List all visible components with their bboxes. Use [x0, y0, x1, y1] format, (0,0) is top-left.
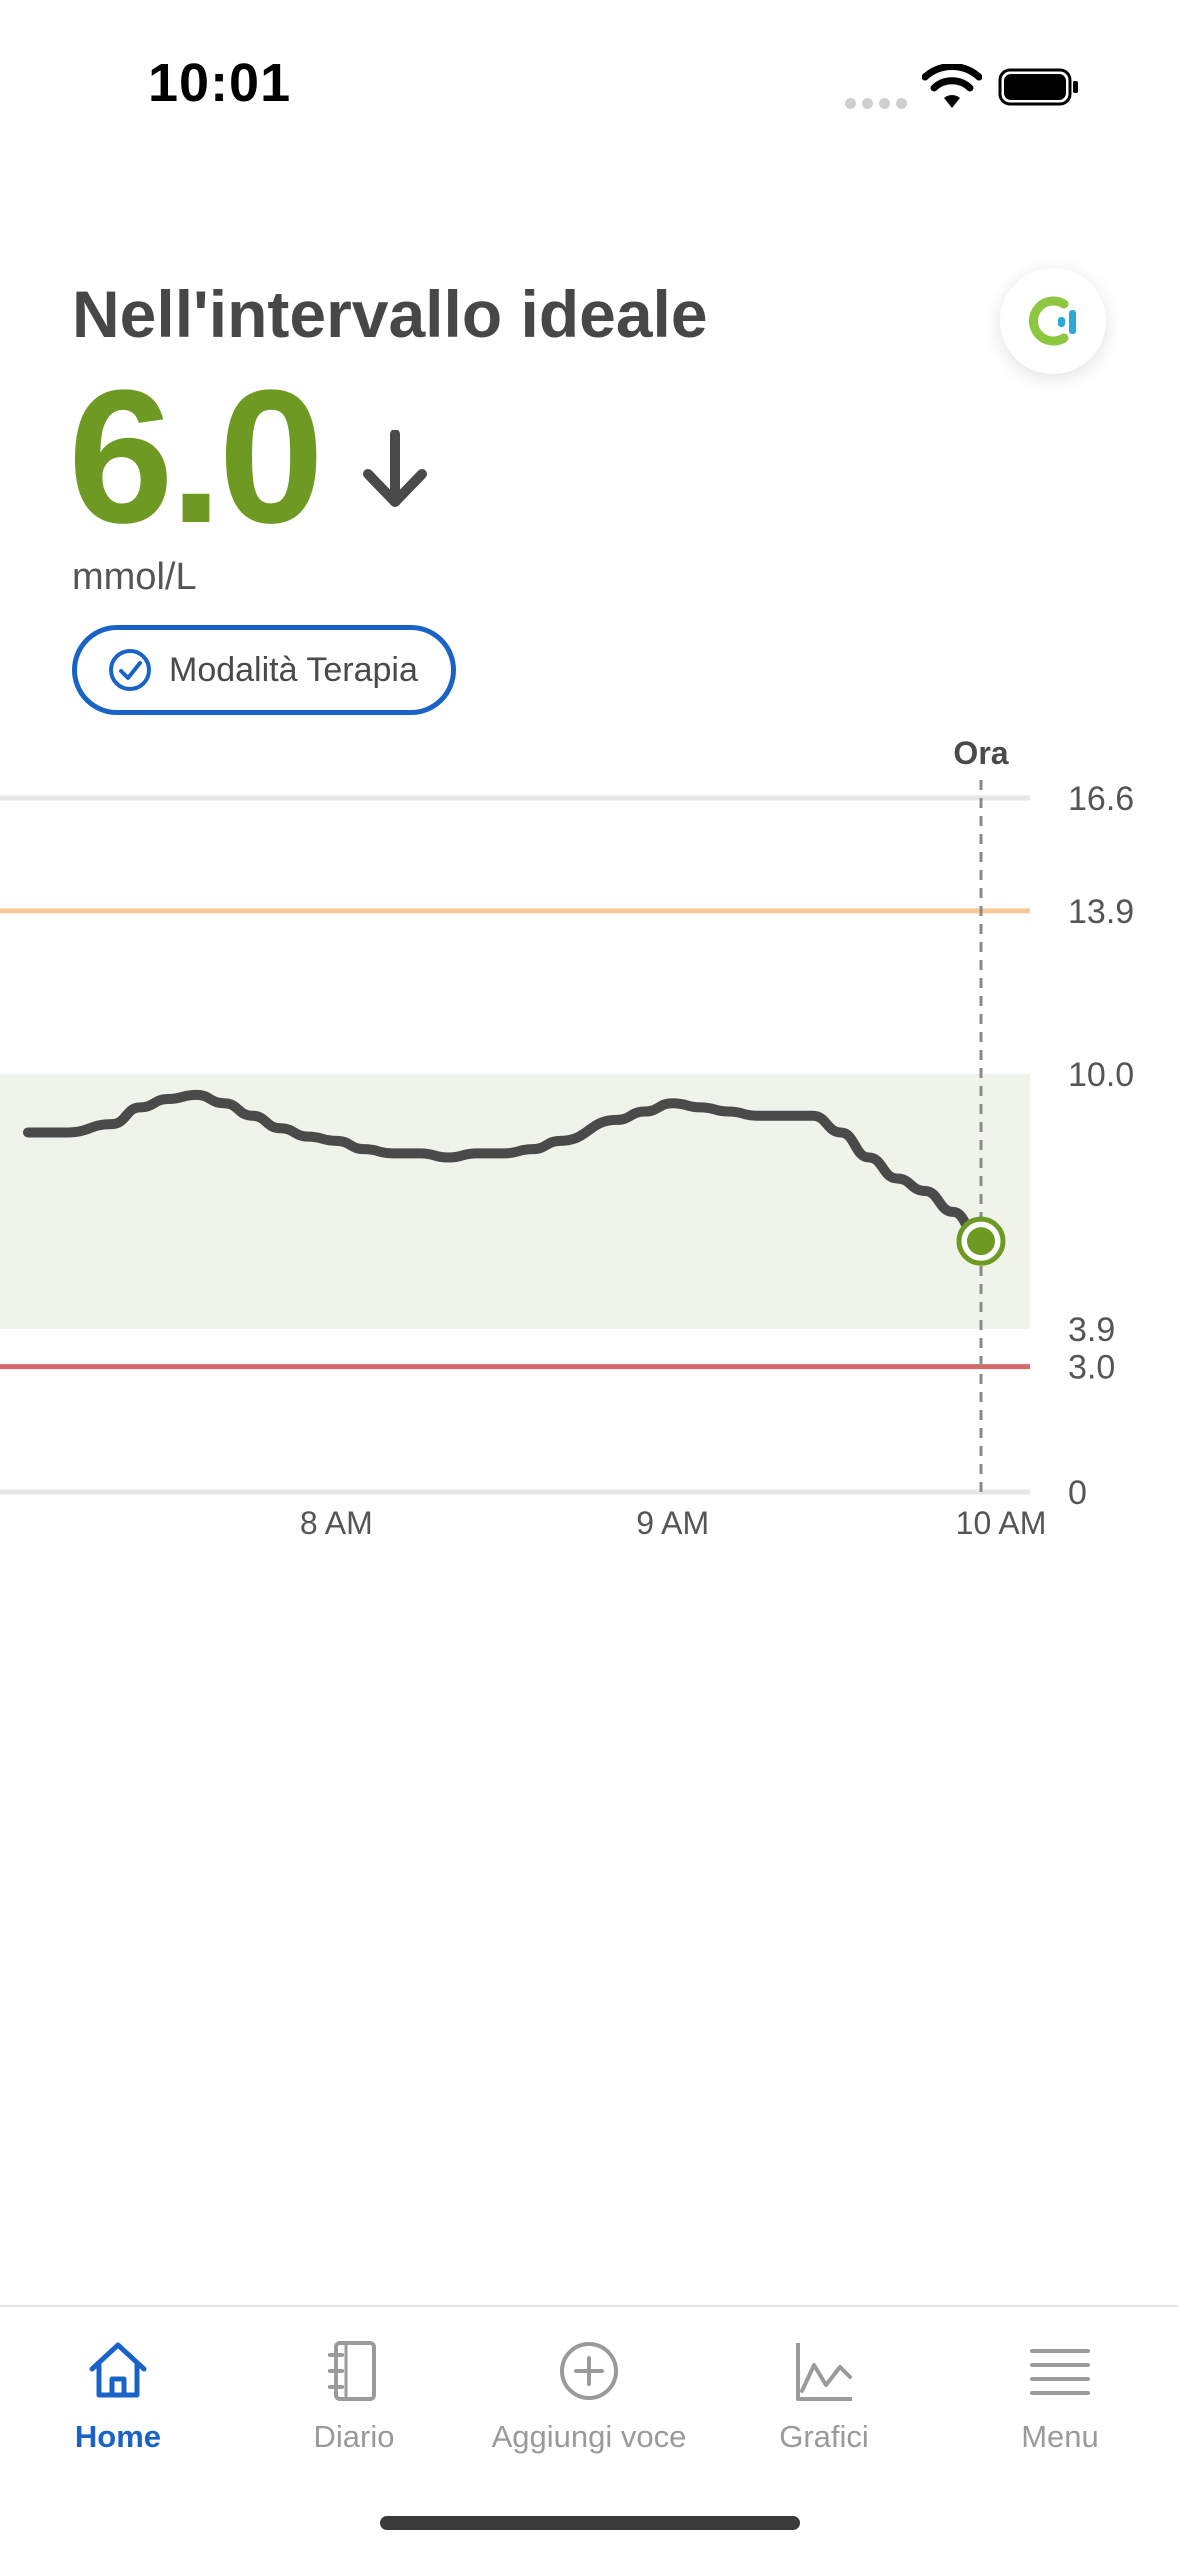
y-tick-label: 13.9 — [1068, 893, 1134, 931]
logbook-icon — [328, 2341, 376, 2401]
x-tick-label: 9 AM — [636, 1505, 709, 1541]
tab-add-entry-label: Aggiungi voce — [491, 2419, 687, 2454]
range-status-title: Nell'intervallo ideale — [72, 277, 708, 351]
tab-charts-label: Grafici — [779, 2419, 869, 2454]
wifi-icon — [922, 64, 982, 108]
y-tick-label: 16.6 — [1068, 780, 1134, 818]
x-tick-label: 10 AM — [956, 1505, 1047, 1541]
y-tick-label: 0 — [1068, 1474, 1087, 1512]
glucose-chart[interactable]: 16.6 13.9 10.0 3.93.0 0 Ora 8 AM 9 AM 10 AM — [0, 730, 1178, 1550]
tab-add-entry[interactable]: Aggiungi voce — [471, 2307, 707, 2507]
home-indicator — [380, 2516, 800, 2530]
battery-icon — [998, 68, 1078, 106]
therapy-mode-button[interactable]: Modalità Terapia — [72, 625, 456, 715]
y-tick-label: 3.0 — [1068, 1349, 1115, 1387]
glucose-trace — [23, 1089, 986, 1247]
home-icon — [89, 2342, 147, 2398]
tab-charts[interactable]: Grafici — [706, 2307, 942, 2507]
arrow-down-icon — [363, 430, 427, 507]
glucose-value: 6.0 — [68, 351, 324, 563]
cellular-signal-icon — [845, 96, 913, 114]
tab-home[interactable]: Home — [0, 2307, 236, 2507]
status-bar: 10:01 — [0, 0, 1178, 140]
tab-home-label: Home — [74, 2419, 162, 2454]
tab-menu[interactable]: Menu — [942, 2307, 1178, 2507]
x-tick-label: 8 AM — [300, 1505, 373, 1541]
bottom-tab-bar: Home Diario Aggiungi voce Grafici — [0, 2305, 1178, 2558]
chart-icon — [796, 2343, 852, 2401]
y-tick-label: 3.9 — [1068, 1311, 1115, 1349]
status-time: 10:01 — [148, 53, 292, 113]
add-circle-icon — [560, 2342, 618, 2400]
menu-icon — [1030, 2349, 1090, 2395]
now-label: Ora — [953, 735, 1008, 771]
tab-logbook[interactable]: Diario — [236, 2307, 472, 2507]
tab-logbook-label: Diario — [313, 2419, 395, 2454]
glucose-unit: mmol/L — [72, 556, 197, 598]
tab-menu-label: Menu — [1021, 2419, 1099, 2454]
sensor-logo-button[interactable] — [1000, 268, 1106, 374]
target-range-band — [0, 1073, 1030, 1329]
check-circle-icon — [109, 649, 151, 691]
therapy-mode-label: Modalità Terapia — [169, 650, 418, 689]
y-tick-label: 10.0 — [1068, 1056, 1134, 1094]
sensor-logo-icon — [1029, 296, 1076, 346]
current-reading-dot — [967, 1227, 995, 1256]
